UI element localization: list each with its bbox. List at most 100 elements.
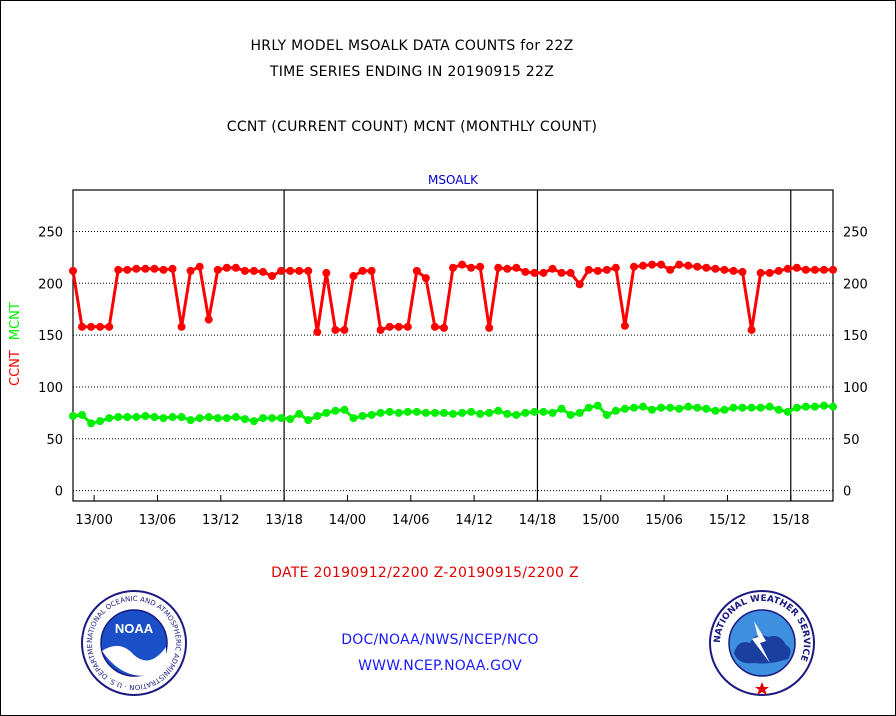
data-point-mcnt bbox=[648, 405, 657, 414]
data-point-mcnt bbox=[304, 416, 313, 425]
data-point-ccnt bbox=[349, 272, 358, 281]
y-tick-label-right-150: 150 bbox=[843, 329, 868, 344]
data-point-mcnt bbox=[720, 405, 729, 414]
data-point-mcnt bbox=[539, 407, 548, 416]
series-line-ccnt bbox=[71, 263, 833, 334]
y-axis-label-mcnt: MCNT bbox=[8, 302, 23, 340]
data-point-ccnt bbox=[602, 265, 611, 274]
data-point-mcnt bbox=[548, 408, 557, 417]
data-point-ccnt bbox=[385, 322, 394, 331]
plot-title: MSOALK bbox=[428, 173, 479, 187]
data-point-ccnt bbox=[141, 264, 150, 273]
x-tick-label: 13/18 bbox=[265, 513, 302, 528]
y-tick-label-left-50: 50 bbox=[46, 433, 63, 448]
data-point-mcnt bbox=[439, 408, 448, 417]
data-point-ccnt bbox=[304, 266, 313, 275]
chart-title-line-1: HRLY MODEL MSOALK DATA COUNTS for 22Z bbox=[250, 38, 574, 54]
data-point-mcnt bbox=[602, 410, 611, 419]
data-point-mcnt bbox=[249, 417, 258, 426]
data-point-mcnt bbox=[485, 408, 494, 417]
data-point-mcnt bbox=[756, 403, 765, 412]
data-point-ccnt bbox=[476, 262, 485, 271]
x-tick-label: 15/00 bbox=[582, 513, 619, 528]
data-point-ccnt bbox=[801, 265, 810, 274]
data-point-mcnt bbox=[340, 405, 349, 414]
data-point-mcnt bbox=[620, 404, 629, 413]
data-point-mcnt bbox=[168, 413, 177, 422]
data-point-mcnt bbox=[394, 408, 403, 417]
data-point-mcnt bbox=[684, 402, 693, 411]
data-point-ccnt bbox=[340, 325, 349, 334]
data-point-mcnt bbox=[430, 408, 439, 417]
data-point-mcnt bbox=[87, 419, 96, 428]
data-point-mcnt bbox=[268, 414, 277, 423]
data-point-ccnt bbox=[403, 322, 412, 331]
data-point-mcnt bbox=[105, 414, 114, 423]
data-point-ccnt bbox=[313, 328, 322, 337]
data-point-ccnt bbox=[729, 266, 738, 275]
data-point-ccnt bbox=[430, 322, 439, 331]
data-point-mcnt bbox=[819, 401, 828, 410]
data-point-ccnt bbox=[693, 262, 702, 271]
data-point-ccnt bbox=[231, 263, 240, 272]
data-point-ccnt bbox=[96, 322, 105, 331]
data-point-ccnt bbox=[521, 267, 530, 276]
data-point-mcnt bbox=[584, 403, 593, 412]
data-point-mcnt bbox=[557, 404, 566, 413]
data-point-mcnt bbox=[349, 414, 358, 423]
data-point-ccnt bbox=[503, 264, 512, 273]
data-point-mcnt bbox=[123, 413, 132, 422]
data-point-ccnt bbox=[666, 265, 675, 274]
data-point-ccnt bbox=[358, 266, 367, 275]
data-point-mcnt bbox=[313, 411, 322, 420]
data-point-mcnt bbox=[277, 414, 286, 423]
data-point-mcnt bbox=[675, 404, 684, 413]
data-point-mcnt bbox=[358, 411, 367, 420]
data-point-ccnt bbox=[747, 325, 756, 334]
y-tick-label-right-50: 50 bbox=[843, 433, 860, 448]
data-point-ccnt bbox=[783, 264, 792, 273]
data-point-ccnt bbox=[123, 265, 132, 274]
data-point-ccnt bbox=[204, 315, 213, 324]
data-point-mcnt bbox=[711, 406, 720, 415]
y-tick-label-right-100: 100 bbox=[843, 381, 868, 396]
data-point-mcnt bbox=[639, 402, 647, 411]
y-tick-label-right-250: 250 bbox=[843, 225, 868, 240]
data-point-ccnt bbox=[449, 263, 457, 272]
data-point-mcnt bbox=[222, 414, 231, 423]
data-point-ccnt bbox=[720, 265, 729, 274]
data-point-ccnt bbox=[177, 322, 186, 331]
data-point-mcnt bbox=[657, 403, 666, 412]
data-point-ccnt bbox=[756, 268, 765, 277]
data-point-ccnt bbox=[593, 266, 602, 275]
x-tick-label: 14/12 bbox=[455, 513, 492, 528]
data-point-ccnt bbox=[575, 280, 584, 289]
data-point-ccnt bbox=[412, 266, 421, 275]
data-point-mcnt bbox=[503, 409, 512, 418]
website-link[interactable]: WWW.NCEP.NOAA.GOV bbox=[358, 658, 522, 674]
data-point-mcnt bbox=[96, 417, 105, 426]
data-point-ccnt bbox=[639, 261, 647, 270]
data-point-ccnt bbox=[620, 321, 629, 330]
date-range-label: DATE 20190912/2200 Z-20190915/2200 Z bbox=[271, 565, 579, 581]
data-point-ccnt bbox=[765, 268, 774, 277]
data-point-mcnt bbox=[322, 408, 331, 417]
data-point-ccnt bbox=[539, 268, 548, 277]
data-point-ccnt bbox=[114, 265, 123, 274]
data-point-mcnt bbox=[783, 407, 792, 416]
data-point-ccnt bbox=[494, 263, 503, 272]
data-point-ccnt bbox=[512, 263, 521, 272]
chart-title-line-2: TIME SERIES ENDING IN 20190915 22Z bbox=[269, 64, 555, 80]
x-tick-label: 15/06 bbox=[645, 513, 682, 528]
data-point-ccnt bbox=[186, 266, 195, 275]
x-tick-label: 14/06 bbox=[392, 513, 429, 528]
data-point-mcnt bbox=[729, 403, 738, 412]
data-point-ccnt bbox=[458, 260, 467, 269]
data-point-ccnt bbox=[249, 266, 258, 275]
x-tick-label: 15/18 bbox=[772, 513, 809, 528]
data-point-ccnt bbox=[485, 323, 494, 332]
data-point-mcnt bbox=[403, 407, 412, 416]
data-point-ccnt bbox=[738, 267, 747, 276]
data-point-mcnt bbox=[629, 403, 638, 412]
